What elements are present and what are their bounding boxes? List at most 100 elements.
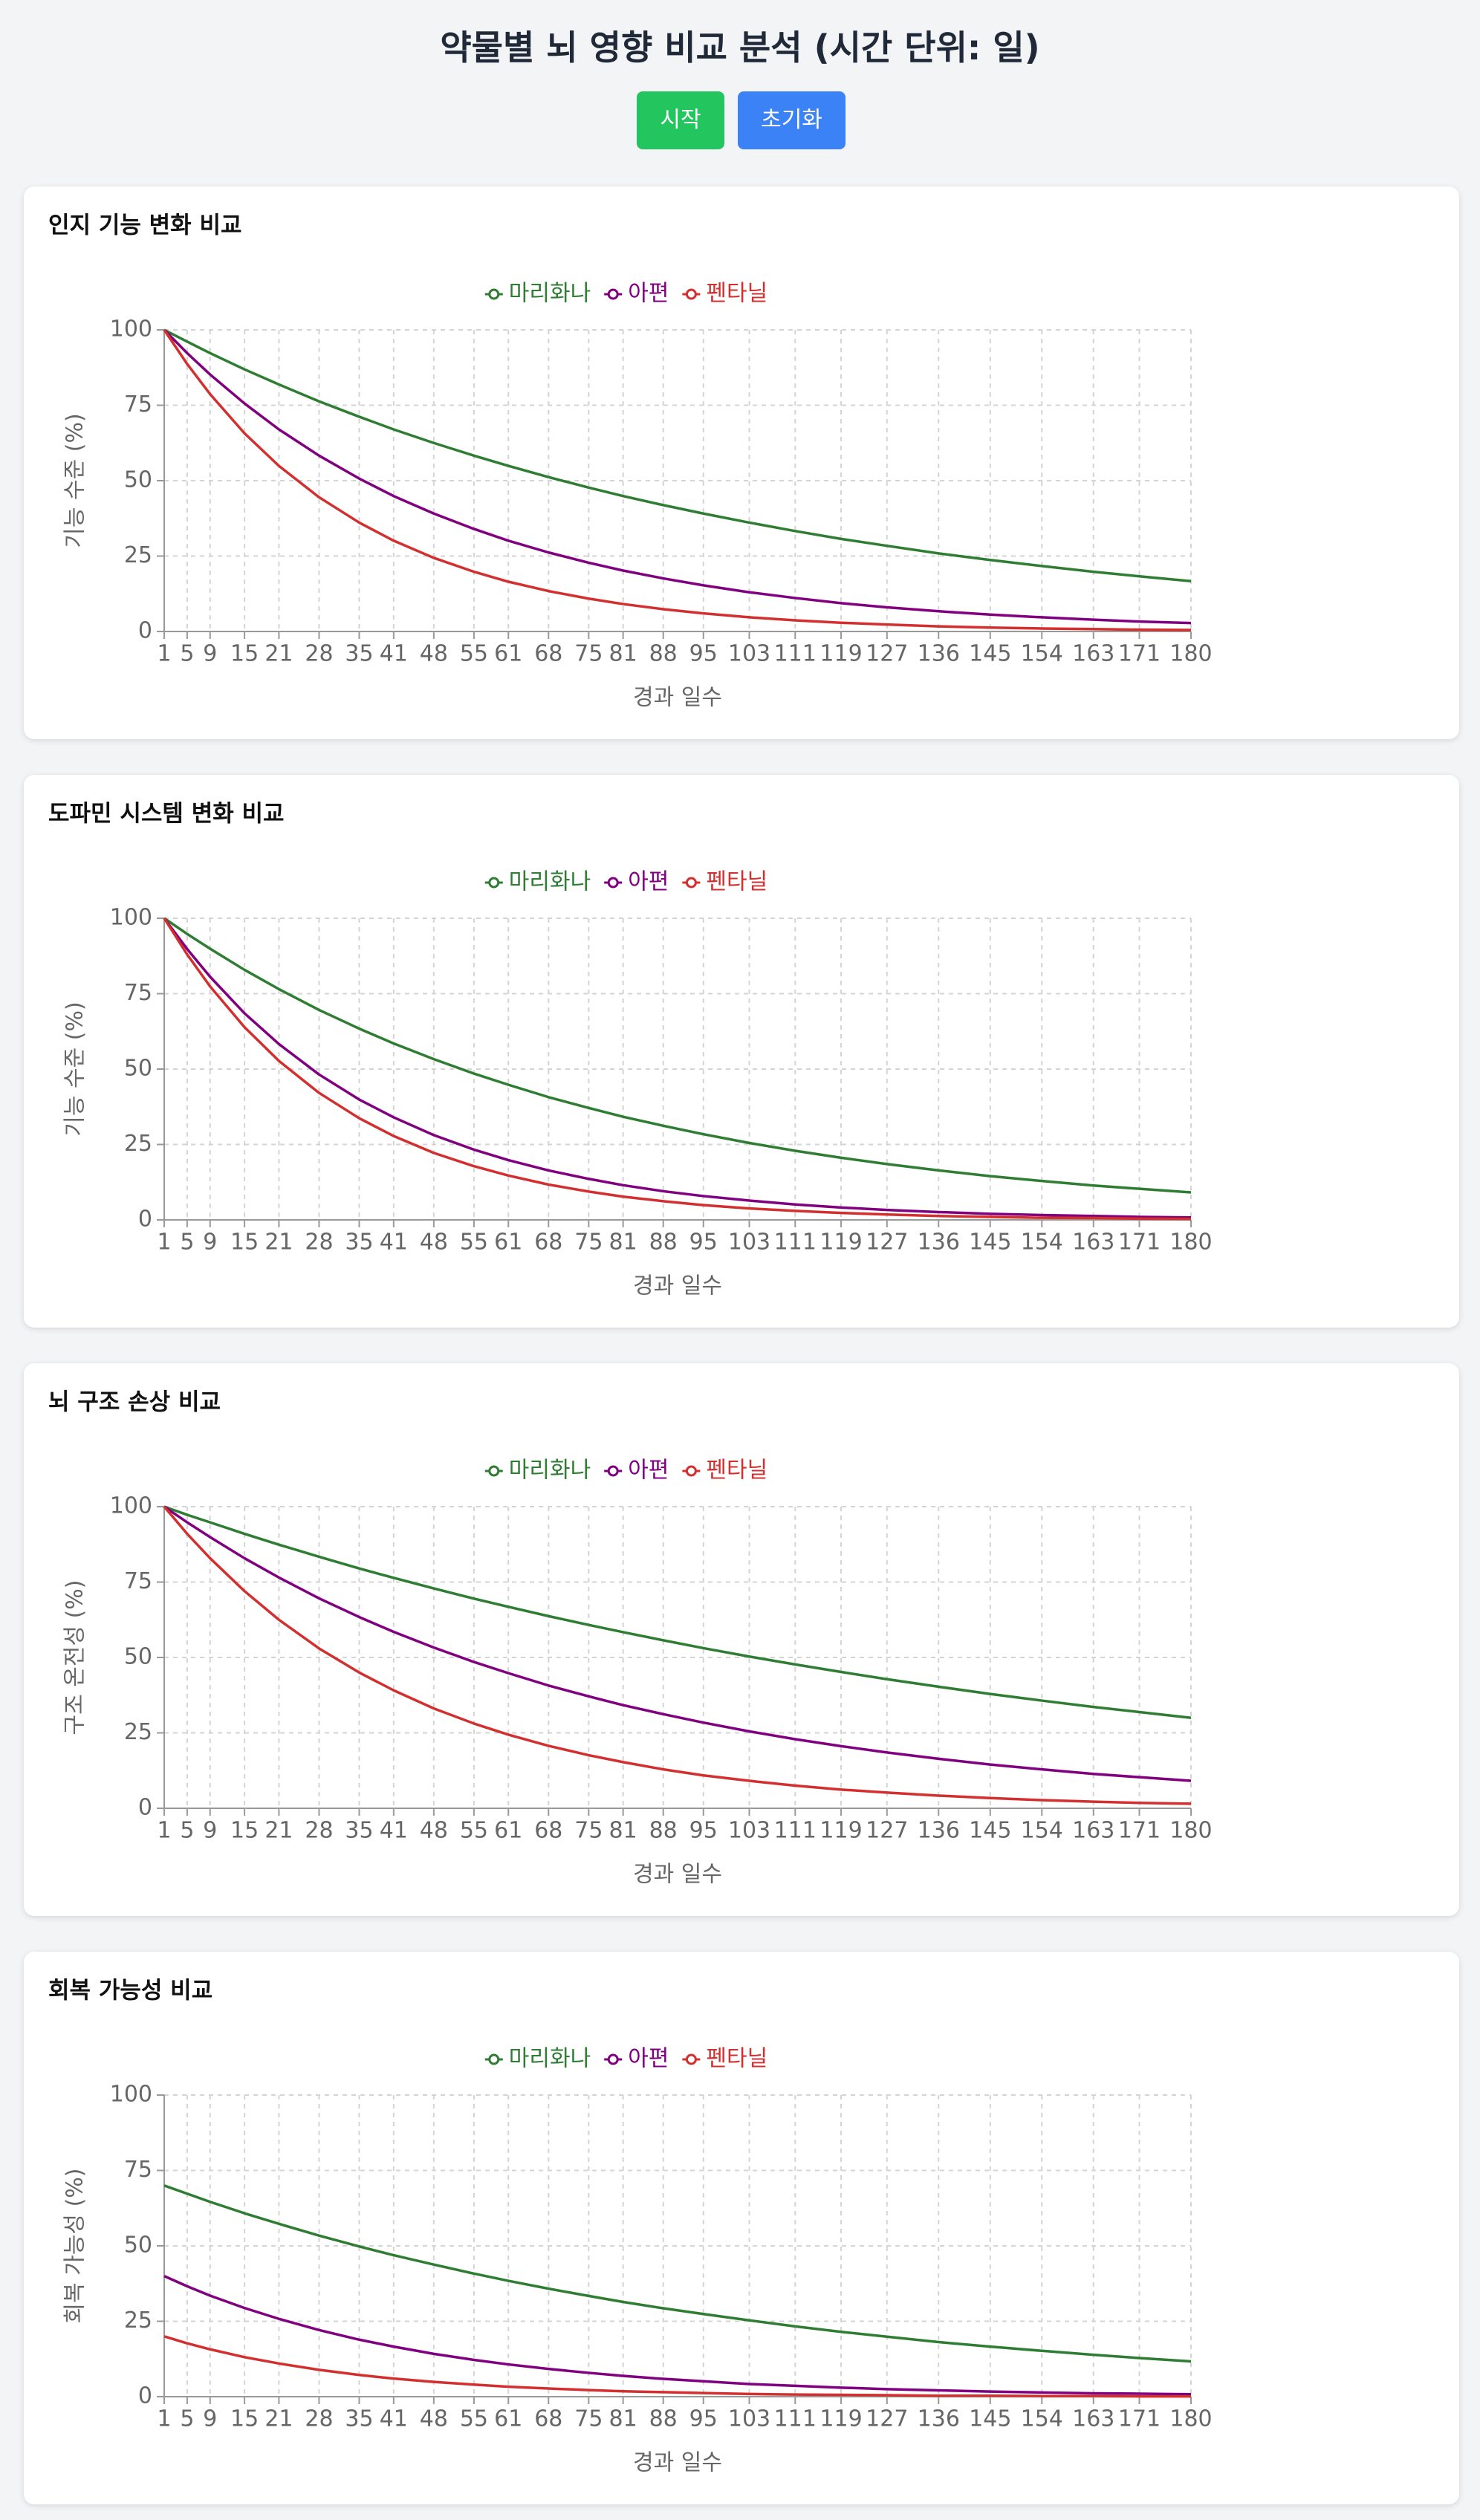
chart-card: 인지 기능 변화 비교 0 25 50 75 100 1 5 9 15 21 28 35 41 48 55 61… bbox=[24, 186, 1459, 739]
y-tick-label: 0 bbox=[138, 1795, 152, 1821]
x-tick-label: 1 bbox=[157, 1818, 171, 1844]
x-tick-label: 163 bbox=[1072, 1230, 1114, 1256]
x-tick-label: 5 bbox=[180, 641, 194, 667]
reset-button[interactable]: 초기화 bbox=[738, 91, 846, 149]
x-tick-label: 171 bbox=[1118, 641, 1161, 667]
x-axis-title: 경과 일수 bbox=[633, 1273, 722, 1299]
legend-item: 펜타닐 bbox=[682, 2046, 767, 2072]
x-tick-label: 15 bbox=[230, 641, 259, 667]
x-tick-label: 21 bbox=[264, 641, 293, 667]
x-tick-label: 68 bbox=[534, 2406, 562, 2432]
series-line bbox=[163, 329, 1192, 631]
x-tick-label: 55 bbox=[460, 1230, 488, 1256]
x-tick-label: 171 bbox=[1118, 1818, 1161, 1844]
x-tick-label: 1 bbox=[157, 2406, 171, 2432]
x-tick-label: 15 bbox=[230, 1230, 259, 1256]
x-tick-label: 180 bbox=[1169, 2406, 1212, 2432]
series-line bbox=[163, 2184, 1192, 2363]
chart-title: 인지 기능 변화 비교 bbox=[48, 212, 242, 239]
x-tick-label: 28 bbox=[305, 1230, 333, 1256]
legend: 마리화나 아편 펜타닐 bbox=[484, 869, 767, 895]
legend-symbol bbox=[607, 288, 619, 300]
legend-label: 아편 bbox=[628, 281, 669, 307]
x-tick-label: 171 bbox=[1118, 2406, 1161, 2432]
x-tick-label: 9 bbox=[203, 2406, 217, 2432]
chart-card: 뇌 구조 손상 비교 0 25 50 75 100 1 5 9 15 21 28 35 41 48 55 61 6… bbox=[24, 1363, 1459, 1916]
legend-item: 펜타닐 bbox=[682, 1458, 767, 1484]
x-tick-label: 180 bbox=[1169, 1230, 1212, 1256]
legend: 마리화나 아편 펜타닐 bbox=[484, 2046, 767, 2072]
x-tick-label: 35 bbox=[345, 1818, 373, 1844]
legend-symbol bbox=[488, 877, 500, 889]
x-tick-label: 41 bbox=[380, 1230, 408, 1256]
x-tick-label: 35 bbox=[345, 641, 373, 667]
legend-item: 아편 bbox=[604, 2046, 669, 2072]
x-tick-label: 136 bbox=[918, 1818, 960, 1844]
x-tick-label: 9 bbox=[203, 641, 217, 667]
x-tick-label: 1 bbox=[157, 641, 171, 667]
legend-symbol bbox=[488, 2053, 500, 2065]
x-tick-label: 81 bbox=[609, 2406, 637, 2432]
x-tick-label: 88 bbox=[649, 1230, 678, 1256]
x-tick-label: 9 bbox=[203, 1818, 217, 1844]
x-tick-label: 119 bbox=[819, 641, 862, 667]
y-tick-label: 100 bbox=[110, 1493, 152, 1519]
legend-symbol bbox=[685, 288, 697, 300]
x-tick-label: 48 bbox=[420, 2406, 448, 2432]
x-tick-label: 61 bbox=[494, 2406, 522, 2432]
series-line bbox=[163, 328, 1192, 582]
x-tick-label: 111 bbox=[774, 1818, 817, 1844]
legend-item: 아편 bbox=[604, 1458, 669, 1484]
legend-symbol bbox=[488, 288, 500, 300]
x-tick-label: 88 bbox=[649, 1818, 678, 1844]
x-tick-label: 81 bbox=[609, 1818, 637, 1844]
x-tick-label: 145 bbox=[969, 641, 1011, 667]
x-tick-label: 15 bbox=[230, 1818, 259, 1844]
series-line bbox=[163, 918, 1192, 1221]
y-tick-label: 50 bbox=[124, 1056, 152, 1082]
series-line bbox=[163, 2335, 1191, 2398]
y-axis-title: 기능 수준 (%) bbox=[62, 1001, 88, 1136]
x-tick-label: 127 bbox=[866, 1230, 908, 1256]
x-tick-label: 21 bbox=[264, 1230, 293, 1256]
chart-title: 뇌 구조 손상 비교 bbox=[48, 1389, 221, 1416]
x-tick-label: 5 bbox=[180, 1818, 194, 1844]
x-tick-label: 180 bbox=[1169, 1818, 1212, 1844]
x-tick-label: 81 bbox=[609, 1230, 637, 1256]
x-tick-label: 95 bbox=[689, 2406, 718, 2432]
x-tick-label: 127 bbox=[866, 1818, 908, 1844]
x-tick-label: 61 bbox=[494, 1230, 522, 1256]
legend-symbol bbox=[685, 2053, 697, 2065]
start-button[interactable]: 시작 bbox=[637, 91, 724, 149]
x-tick-label: 119 bbox=[819, 2406, 862, 2432]
x-axis-title: 경과 일수 bbox=[633, 1862, 722, 1888]
x-tick-label: 103 bbox=[728, 641, 770, 667]
legend-label: 아편 bbox=[628, 869, 669, 895]
x-tick-label: 55 bbox=[460, 1818, 488, 1844]
chart-card: 회복 가능성 비교 0 25 50 75 100 1 5 9 15 21 28 35 41 48 55 61 68… bbox=[24, 1952, 1459, 2504]
legend-symbol bbox=[607, 1465, 619, 1477]
y-tick-label: 100 bbox=[110, 905, 152, 931]
x-tick-label: 35 bbox=[345, 2406, 373, 2432]
series-line bbox=[163, 1505, 1192, 1782]
x-tick-label: 163 bbox=[1072, 1818, 1114, 1844]
x-tick-label: 41 bbox=[380, 641, 408, 667]
x-tick-label: 154 bbox=[1021, 641, 1063, 667]
x-tick-label: 75 bbox=[574, 1818, 603, 1844]
x-tick-label: 75 bbox=[574, 641, 603, 667]
x-tick-label: 145 bbox=[969, 2406, 1011, 2432]
x-tick-label: 103 bbox=[728, 1818, 770, 1844]
legend-label: 마리화나 bbox=[509, 281, 591, 307]
y-tick-label: 25 bbox=[124, 1131, 152, 1157]
legend-item: 마리화나 bbox=[484, 869, 591, 895]
x-tick-label: 5 bbox=[180, 1230, 194, 1256]
x-tick-label: 75 bbox=[574, 2406, 603, 2432]
x-tick-label: 61 bbox=[494, 641, 522, 667]
legend-symbol bbox=[685, 1465, 697, 1477]
legend-item: 아편 bbox=[604, 281, 669, 307]
legend-symbol bbox=[607, 2053, 619, 2065]
series-line bbox=[163, 917, 1192, 1219]
x-tick-label: 127 bbox=[866, 2406, 908, 2432]
x-tick-label: 136 bbox=[918, 641, 960, 667]
